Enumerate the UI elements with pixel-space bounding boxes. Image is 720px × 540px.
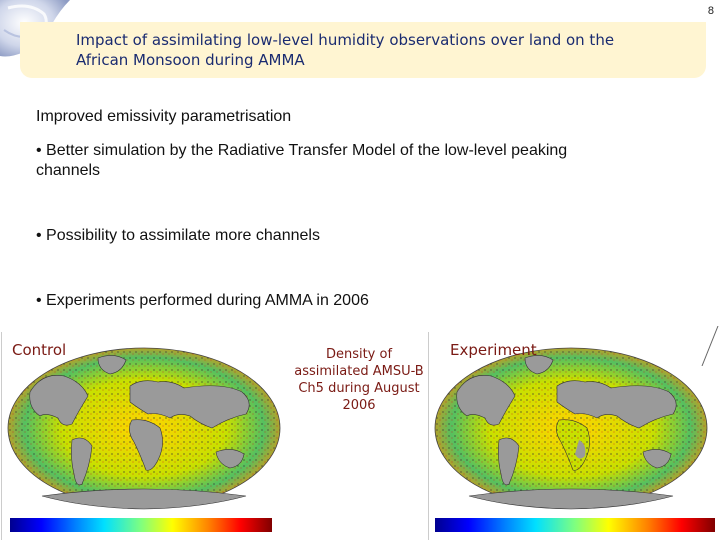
caption-line-1: Density of (325, 347, 393, 362)
slide-title-line-2: African Monsoon during AMMA (76, 51, 305, 69)
control-label: Control (12, 341, 67, 359)
page-number: 8 (707, 5, 714, 17)
title-banner (20, 22, 706, 78)
bullet-rtm: • Better simulation by the Radiative Tra… (36, 141, 567, 181)
experiment-density-map (434, 347, 708, 510)
slide-title: Impact of assimilating low-level humidit… (76, 30, 676, 70)
caption-line-4: 2006 (342, 398, 376, 413)
bullet-more-channels: • Possibility to assimilate more channel… (36, 227, 320, 244)
experiment-label: Experiment (450, 341, 537, 359)
slide-title-line-1: Impact of assimilating low-level humidit… (76, 31, 615, 49)
caption-line-3: Ch5 during August (298, 381, 420, 396)
experiment-map (428, 332, 719, 540)
experiment-colorbar (435, 518, 715, 532)
bullet-rtm-line-1: • Better simulation by the Radiative Tra… (36, 142, 568, 159)
control-colorbar (10, 518, 272, 532)
control-map (1, 332, 292, 540)
bullet-experiments: • Experiments performed during AMMA in 2… (36, 292, 369, 309)
section-heading: Improved emissivity parametrisation (36, 108, 292, 125)
divider-slash (701, 326, 719, 366)
caption-line-2: assimilated AMSU-B (294, 364, 424, 379)
figure-caption: Density of assimilated AMSU-B Ch5 during… (286, 346, 432, 414)
bullet-rtm-line-2: channels (36, 162, 101, 179)
control-density-map (7, 347, 281, 510)
